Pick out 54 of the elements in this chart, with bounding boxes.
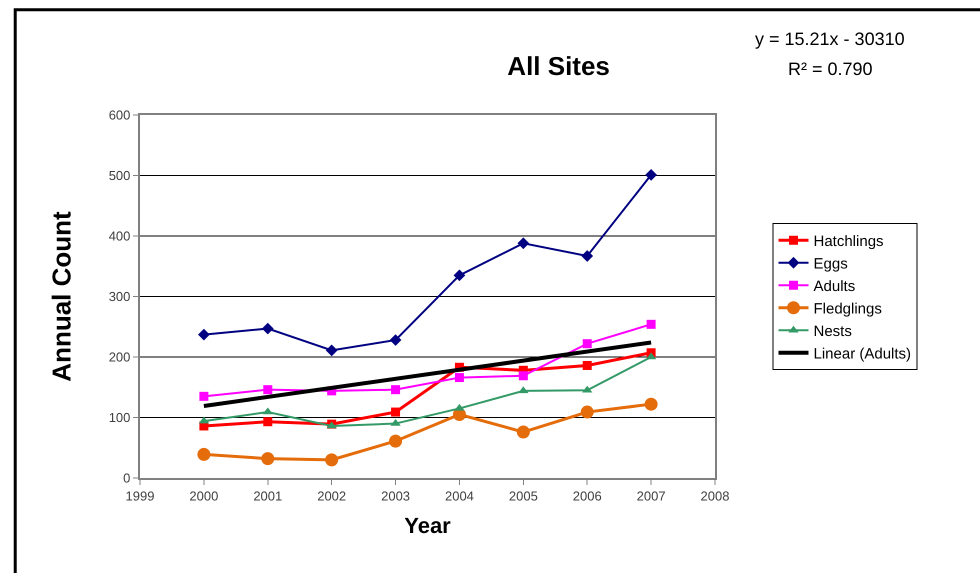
point — [263, 385, 272, 394]
legend-label: Fledglings — [814, 300, 882, 318]
point — [645, 169, 657, 181]
y-tick-label: 500 — [108, 168, 130, 184]
text: y = 15.21x - 30310 — [755, 29, 905, 49]
y-tick-label: 600 — [108, 108, 130, 123]
point — [518, 371, 528, 380]
legend-label: Eggs — [814, 256, 848, 273]
point — [644, 398, 658, 411]
x-tick-label: 2002 — [317, 488, 346, 504]
legend-label: Linear (Adults) — [814, 346, 912, 363]
y-tick-label: 300 — [108, 289, 130, 304]
x-tick-label: 2001 — [253, 488, 282, 504]
point — [582, 339, 592, 348]
point — [582, 386, 592, 393]
point — [391, 408, 400, 417]
y-tick-label: 0 — [123, 470, 130, 486]
point — [390, 334, 402, 346]
x-tick-label: 2006 — [572, 488, 602, 504]
point — [516, 426, 530, 439]
point — [454, 373, 464, 382]
x-tick-label: 2008 — [700, 488, 730, 504]
y-axis-title: Annual Count — [46, 210, 77, 382]
legend-label: Hatchlings — [814, 233, 884, 250]
point — [261, 452, 274, 466]
x-tick-label: 2004 — [444, 488, 474, 504]
x-tick-label: 2003 — [381, 488, 410, 504]
point — [646, 320, 656, 329]
legend-label: Adults — [814, 278, 856, 296]
y-tick-label: 200 — [108, 350, 130, 365]
x-tick-label: 2000 — [189, 488, 218, 504]
point — [582, 360, 592, 370]
x-axis-title: Year — [404, 513, 452, 538]
point — [517, 237, 530, 250]
x-tick-label: 2005 — [508, 488, 538, 504]
chart-title: All Sites — [507, 50, 610, 81]
point — [389, 434, 402, 448]
y-tick-label: 400 — [108, 228, 130, 244]
legend-label: Nests — [814, 323, 852, 340]
point — [325, 453, 338, 466]
x-tick-label: 2007 — [636, 488, 666, 504]
y-tick-label: 100 — [108, 410, 130, 426]
point — [454, 269, 466, 282]
point — [580, 406, 594, 419]
point — [262, 322, 274, 334]
text: R² = 0.790 — [788, 59, 873, 79]
point — [263, 417, 272, 426]
point — [198, 328, 210, 340]
point — [199, 392, 208, 401]
point — [197, 448, 210, 461]
point — [326, 344, 338, 356]
point — [391, 385, 400, 394]
point — [581, 250, 594, 262]
x-tick-label: 1999 — [126, 488, 154, 504]
